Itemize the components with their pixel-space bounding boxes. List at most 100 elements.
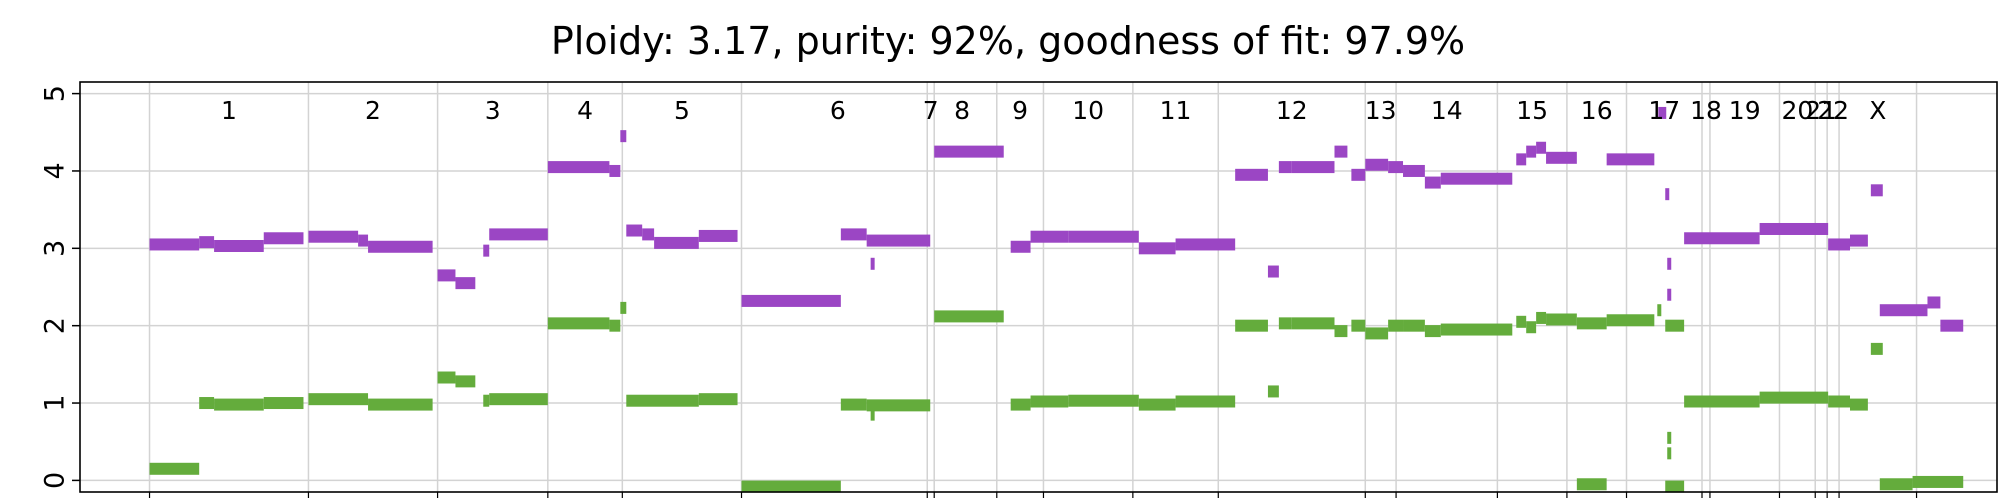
segment (1576, 478, 1607, 491)
segment (489, 393, 548, 406)
chromosome-label: 17 (1648, 96, 1680, 125)
segment (368, 240, 433, 253)
segment (214, 398, 264, 411)
segment (1546, 313, 1577, 326)
segment (199, 236, 215, 249)
segment (654, 236, 699, 249)
segment (1879, 304, 1928, 317)
segment (1665, 319, 1685, 332)
chromosome-label: 21 (1805, 96, 1837, 125)
segment (1759, 391, 1829, 404)
segment (437, 371, 456, 384)
segment (1912, 475, 1964, 488)
segment (1030, 230, 1069, 243)
copy-number-series (149, 106, 1964, 493)
segment (1828, 238, 1850, 251)
segment (547, 161, 610, 174)
chromosome-label: X (1869, 96, 1886, 125)
y-tick-label: 3 (39, 240, 70, 257)
chromosome-label: 6 (830, 96, 846, 125)
segment (1516, 315, 1527, 328)
segment (1667, 288, 1672, 301)
chromosome-label: 15 (1516, 96, 1548, 125)
series-1 (149, 301, 1964, 493)
y-tick-label: 0 (39, 472, 70, 489)
segment (1526, 145, 1537, 158)
segment (1351, 319, 1366, 332)
segment (620, 130, 627, 143)
segment (866, 234, 931, 247)
y-tick-label: 2 (39, 317, 70, 334)
segment (1759, 222, 1829, 235)
segment (1424, 325, 1441, 338)
chromosome-label: 11 (1160, 96, 1192, 125)
chromosome-label: 13 (1365, 96, 1397, 125)
segment (455, 375, 476, 388)
segment (1278, 161, 1292, 174)
segment (483, 394, 490, 407)
segment (1667, 257, 1672, 270)
segment (741, 480, 841, 493)
segment (609, 319, 621, 332)
segment (620, 301, 627, 314)
segment (1291, 161, 1335, 174)
segment (1940, 319, 1964, 332)
segment (870, 408, 875, 421)
segment (1010, 398, 1031, 411)
segment (455, 277, 476, 290)
segment (1175, 395, 1236, 408)
chromosome-label: 19 (1729, 96, 1761, 125)
segment (1667, 447, 1672, 460)
segment (1068, 394, 1139, 407)
segment (866, 399, 931, 412)
y-tick-label: 5 (39, 85, 70, 102)
segment (1334, 325, 1348, 338)
segment (1606, 314, 1655, 327)
segment (1658, 106, 1667, 119)
segment (1516, 153, 1527, 166)
grid-lines (80, 82, 1997, 492)
segment (609, 164, 621, 177)
segment (1175, 238, 1236, 251)
segment (642, 228, 655, 241)
segment (1291, 317, 1335, 330)
series-0 (149, 106, 1964, 332)
segment (1684, 395, 1760, 408)
segment (263, 397, 304, 410)
plot-frame (79, 81, 1998, 493)
segment (1351, 168, 1366, 181)
segment (1526, 321, 1537, 334)
segment (1576, 317, 1607, 330)
segment (1388, 161, 1404, 174)
chromosome-label: 1 (221, 96, 237, 125)
segment (840, 228, 867, 241)
chromosome-label: 18 (1690, 96, 1722, 125)
segment (1665, 480, 1685, 493)
segment (1403, 319, 1425, 332)
chromosome-label: 14 (1431, 96, 1463, 125)
segment (358, 234, 369, 247)
segment (1235, 168, 1268, 181)
segment (437, 269, 456, 282)
segment (1010, 240, 1031, 253)
segment (1927, 296, 1941, 309)
segment (1440, 172, 1513, 185)
segment (934, 310, 1004, 323)
segment (199, 397, 215, 410)
segment (308, 230, 359, 243)
segment (1870, 184, 1883, 197)
segment (308, 393, 369, 406)
segment (1546, 151, 1577, 164)
segment (149, 462, 200, 475)
segment (1138, 398, 1176, 411)
segment (1667, 431, 1672, 444)
segment (1365, 327, 1389, 340)
segment (741, 294, 841, 307)
segment (1138, 242, 1176, 255)
segment (698, 393, 738, 406)
segment (934, 145, 1004, 158)
segment (1267, 265, 1279, 278)
chromosome-label: 7 (923, 96, 939, 125)
